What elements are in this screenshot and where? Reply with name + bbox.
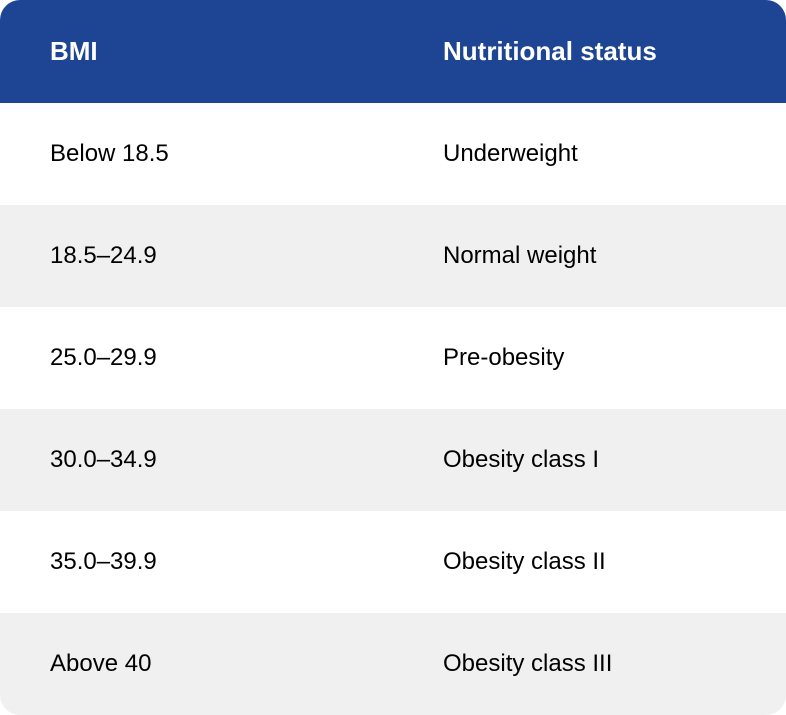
status-cell: Pre-obesity <box>393 307 786 409</box>
bmi-cell: 25.0–29.9 <box>0 307 393 409</box>
table-row: 25.0–29.9 Pre-obesity <box>0 307 786 409</box>
table-header-row: BMI Nutritional status <box>0 0 786 103</box>
bmi-cell: Above 40 <box>0 613 393 715</box>
bmi-cell: 30.0–34.9 <box>0 409 393 511</box>
column-header-status: Nutritional status <box>393 0 786 103</box>
status-cell: Underweight <box>393 103 786 205</box>
status-cell: Obesity class II <box>393 511 786 613</box>
bmi-table-container: BMI Nutritional status Below 18.5 Underw… <box>0 0 786 715</box>
bmi-cell: Below 18.5 <box>0 103 393 205</box>
bmi-table: BMI Nutritional status Below 18.5 Underw… <box>0 0 786 715</box>
table-row: Above 40 Obesity class III <box>0 613 786 715</box>
column-header-bmi: BMI <box>0 0 393 103</box>
table-row: Below 18.5 Underweight <box>0 103 786 205</box>
status-cell: Obesity class III <box>393 613 786 715</box>
bmi-cell: 18.5–24.9 <box>0 205 393 307</box>
table-row: 18.5–24.9 Normal weight <box>0 205 786 307</box>
bmi-cell: 35.0–39.9 <box>0 511 393 613</box>
status-cell: Obesity class I <box>393 409 786 511</box>
table-row: 35.0–39.9 Obesity class II <box>0 511 786 613</box>
status-cell: Normal weight <box>393 205 786 307</box>
table-row: 30.0–34.9 Obesity class I <box>0 409 786 511</box>
